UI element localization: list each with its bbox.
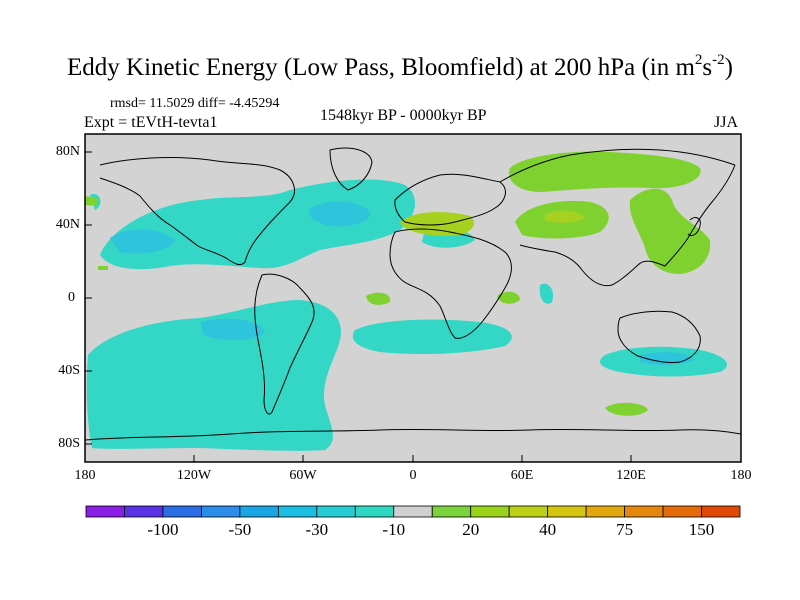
- axis-ticks: [84, 151, 632, 462]
- colorbar-swatch: [585, 505, 625, 518]
- coast-asia: [499, 148, 736, 287]
- lon-label-180e: 180: [730, 468, 752, 483]
- lat-label-80s: 80S: [58, 436, 80, 451]
- negative-anomaly-indian-ocean: [352, 319, 512, 354]
- colorbar-swatch: [701, 505, 741, 518]
- negative-anomaly-north-atlantic-core: [308, 201, 371, 227]
- lat-label-80n: 80N: [55, 144, 80, 159]
- lon-label-0: 0: [409, 468, 417, 483]
- coast-south-america: [254, 273, 315, 415]
- colorbar-swatch: [470, 505, 510, 518]
- lon-label-120e: 120E: [616, 468, 646, 483]
- colorbar-label: 40: [539, 520, 557, 539]
- stats-text: rmsd= 11.5029 diff= -4.45294: [110, 96, 280, 111]
- colorbar-swatch: [277, 505, 318, 518]
- coastlines: [85, 147, 741, 441]
- colorbar-swatch: [547, 505, 587, 518]
- positive-anomaly-equatorial-atlantic: [366, 292, 391, 305]
- season-label: JJA: [714, 114, 739, 131]
- map-title: Eddy Kinetic Energy (Low Pass, Bloomfiel…: [0, 52, 800, 82]
- colorbar-swatch: [431, 505, 472, 518]
- positive-anomaly-west-atlantic: [85, 196, 98, 206]
- colorbar-swatch: [662, 505, 702, 518]
- experiment-label: Expt = tEVtH-tevta1: [84, 114, 218, 131]
- lat-label-40s: 40S: [58, 363, 80, 378]
- title-sup-2: -2: [712, 52, 725, 68]
- colorbar-swatch: [239, 505, 279, 518]
- coast-greenland: [329, 147, 373, 191]
- colorbar-label: -10: [382, 520, 406, 539]
- colorbar-swatch: [508, 505, 549, 518]
- colorbar-label: 20: [462, 520, 480, 539]
- positive-anomaly-pacific-spot: [98, 266, 108, 270]
- colorbar-swatch: [162, 505, 202, 518]
- lat-label-0: 0: [68, 290, 75, 305]
- colorbar-label: -50: [228, 520, 252, 539]
- negative-anomaly-southern-ocean: [86, 300, 341, 451]
- negative-anomaly-south-pacific-core: [200, 318, 265, 341]
- title-sup-1: 2: [694, 52, 703, 68]
- coast-north-america: [99, 157, 295, 265]
- lon-label-180w: 180: [74, 468, 96, 483]
- coast-europe: [394, 173, 506, 226]
- coast-australia: [617, 310, 701, 363]
- colorbar-label: -30: [305, 520, 329, 539]
- positive-anomaly-central-asia-core: [545, 210, 585, 223]
- colorbar-swatch: [316, 505, 356, 518]
- title-s: s: [702, 54, 713, 81]
- period-label: 1548kyr BP - 0000kyr BP: [320, 107, 487, 124]
- lon-label-60e: 60E: [510, 468, 534, 483]
- colorbar-swatch: [354, 505, 395, 518]
- positive-anomaly-east-africa: [497, 291, 520, 304]
- lon-label-60w: 60W: [289, 468, 317, 483]
- coast-africa: [389, 228, 512, 339]
- anomaly-fields: [85, 151, 728, 451]
- positive-anomaly-east-asia: [629, 188, 711, 274]
- colorbar-swatch: [201, 505, 241, 518]
- coast-japan: [687, 217, 701, 237]
- coast-antarctica: [85, 428, 741, 441]
- title-close: ): [724, 54, 733, 81]
- positive-anomaly-mediterranean: [400, 212, 474, 236]
- colorbar-label: 150: [688, 520, 715, 539]
- positive-anomaly-tasman: [605, 402, 648, 416]
- negative-anomaly-west-africa: [539, 283, 554, 304]
- negative-anomaly-north-pacific: [110, 229, 175, 254]
- colorbar-label: 75: [616, 520, 634, 539]
- colorbar-swatch: [85, 505, 125, 518]
- positive-anomaly-siberia: [509, 151, 701, 192]
- colorbar-label: -100: [147, 520, 179, 539]
- colorbar: [85, 505, 741, 518]
- colorbar-swatch: [393, 505, 433, 518]
- lon-label-120w: 120W: [176, 468, 212, 483]
- colorbar-swatch: [124, 505, 164, 518]
- colorbar-swatch: [624, 505, 664, 518]
- lat-label-40n: 40N: [55, 217, 80, 232]
- title-text: Eddy Kinetic Energy (Low Pass, Bloomfiel…: [67, 54, 695, 81]
